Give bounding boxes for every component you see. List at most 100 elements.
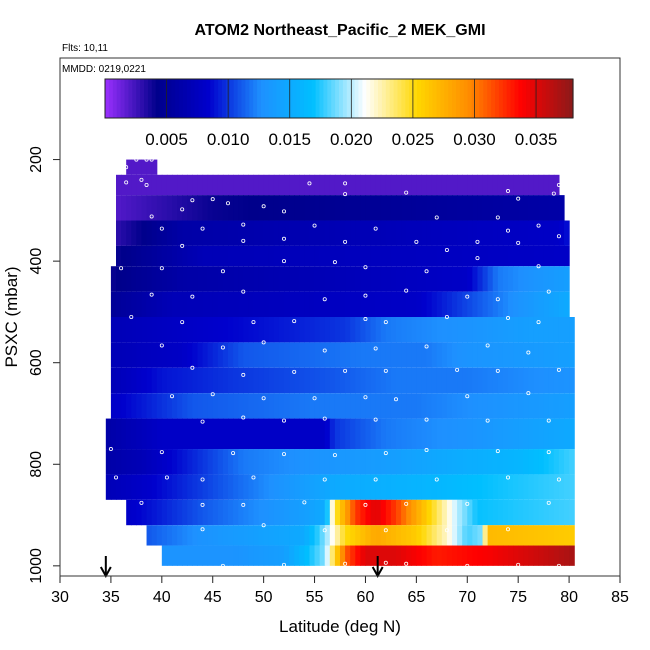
heatmap-cell [284,499,290,526]
heatmap-cell [385,418,392,450]
heatmap-cell [116,174,122,196]
heatmap-cell [284,291,290,317]
colorbar-cell [124,79,129,118]
heatmap-cell [543,393,550,419]
heatmap-cell [304,449,311,475]
heatmap-cell [192,449,199,475]
colorbar-cell [495,79,500,118]
heatmap-cell [141,195,148,221]
heatmap-cell [431,449,438,475]
heatmap-cell [477,499,484,526]
heatmap-cell [340,342,346,368]
heatmap-cell [416,449,423,475]
heatmap-cell [268,245,275,267]
heatmap-cell [233,266,239,292]
heatmap-cell [192,418,199,450]
heatmap-cell [146,449,153,475]
heatmap-cell [553,317,560,343]
heatmap-cell [467,474,473,500]
observation-point [516,240,521,245]
heatmap-cell [401,220,407,246]
heatmap-cell [273,266,280,292]
heatmap-cell [228,474,234,500]
observation-point [261,523,266,528]
heatmap-cell [513,545,519,566]
colorbar-cell [475,79,480,118]
observation-point [292,369,297,374]
heatmap-cell [110,367,117,394]
heatmap-cell [497,220,504,246]
heatmap-cell [431,525,438,546]
heatmap-cell [131,266,137,292]
heatmap-cell [299,418,305,450]
heatmap-cell [217,525,224,546]
heatmap-cell [472,291,479,317]
heatmap-cell [365,499,372,526]
heatmap-cell [192,545,199,566]
heatmap-cell [370,174,377,196]
heatmap-cell [197,291,204,317]
heatmap-cell [182,474,188,500]
observation-point [444,314,449,319]
heatmap-cell [161,342,168,368]
heatmap-cell [324,266,331,292]
colorbar-cell [350,79,356,118]
heatmap-cell [482,220,489,246]
heatmap-cell [441,525,448,546]
heatmap-cell [228,367,234,394]
heatmap-cell [523,545,529,566]
heatmap-cell [457,418,463,450]
heatmap-cell [278,525,285,546]
heatmap-cell [375,195,382,221]
heatmap-cell [492,474,499,500]
heatmap-cell [319,174,326,196]
heatmap-cell [248,266,255,292]
heatmap-cell [360,393,367,419]
heatmap-cell [482,474,489,500]
heatmap-cell [228,393,234,419]
heatmap-cell [411,174,417,196]
heatmap-cell [197,317,204,343]
heatmap-cell [121,393,127,419]
heatmap-cell [151,159,158,175]
heatmap-cell [487,317,494,343]
heatmap-cell [334,291,341,317]
heatmap-cell [238,220,244,246]
heatmap-cell [421,525,428,546]
observation-point [307,181,312,186]
heatmap-cell [202,174,209,196]
heatmap-cell [401,367,407,394]
heatmap-cell [396,545,402,566]
observation-point [465,394,470,399]
observation-point [556,234,561,239]
heatmap-cell [121,342,127,368]
heatmap-cell [294,545,300,566]
heatmap-cell [370,291,377,317]
heatmap-cell [161,245,168,267]
observation-point [190,365,195,370]
heatmap-cell [370,367,377,394]
heatmap-cell [421,245,428,267]
heatmap-cell [197,525,204,546]
heatmap-cell [228,525,234,546]
colorbar-cell [444,79,449,118]
colorbar-cell [545,79,551,118]
heatmap-cell [569,499,575,526]
heatmap-cell [243,342,249,368]
heatmap-cell [487,245,494,267]
heatmap-cell [263,342,270,368]
heatmap-cell [284,367,290,394]
y-tick-label: 400 [28,248,45,275]
colorbar-cell [405,79,410,118]
heatmap-cell [401,545,407,566]
heatmap-cell [156,174,163,196]
heatmap-cell [304,499,311,526]
heatmap-cell [289,499,295,526]
heatmap-cell [243,317,249,343]
heatmap-cell [518,545,524,566]
heatmap-cell [553,174,560,196]
heatmap-cell [426,291,433,317]
heatmap-cell [390,393,397,419]
heatmap-cell [502,525,509,546]
heatmap-cell [156,418,163,450]
